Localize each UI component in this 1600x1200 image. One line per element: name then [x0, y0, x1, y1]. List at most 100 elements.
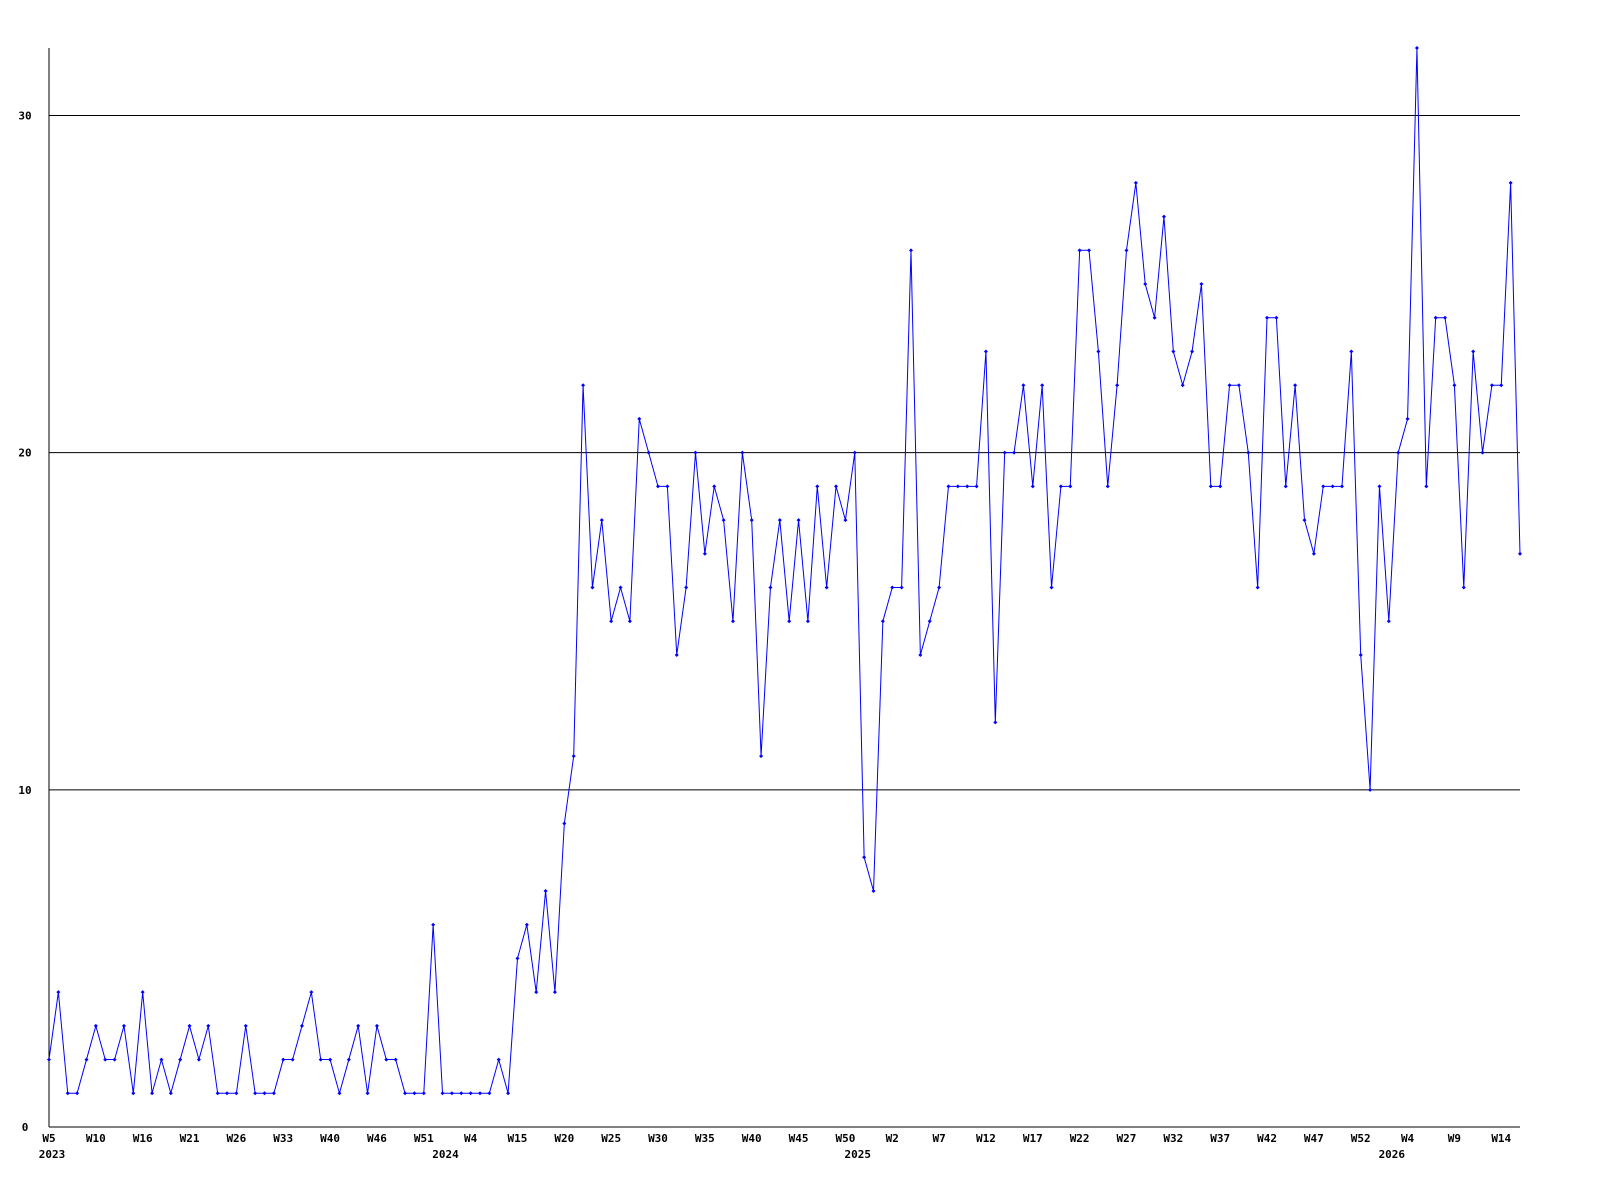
point [1255, 585, 1260, 590]
point [47, 1057, 51, 1062]
point [1518, 551, 1522, 556]
point [1433, 315, 1438, 320]
x-tick-label: W4 [1401, 1132, 1415, 1145]
point [824, 585, 829, 590]
point [927, 619, 932, 624]
point [1293, 383, 1298, 388]
point [862, 855, 867, 860]
point [1489, 383, 1494, 388]
point [459, 1091, 464, 1096]
point [965, 484, 970, 489]
point [515, 956, 520, 961]
point [721, 518, 726, 523]
point [674, 652, 679, 657]
point [1152, 315, 1157, 320]
point [1012, 450, 1017, 455]
point [852, 450, 857, 455]
point [299, 1023, 304, 1028]
point [834, 484, 839, 489]
x-tick-label: W15 [508, 1132, 528, 1145]
x-tick-label: W30 [648, 1132, 668, 1145]
x-tick-label: W42 [1257, 1132, 1277, 1145]
x-tick-label: W47 [1304, 1132, 1324, 1145]
point [93, 1023, 98, 1028]
point [1143, 282, 1148, 287]
x-tick-label: W26 [226, 1132, 246, 1145]
point [1368, 787, 1373, 792]
point [468, 1091, 473, 1096]
point [328, 1057, 333, 1062]
point [1171, 349, 1176, 354]
y-tick-label: 20 [18, 447, 31, 460]
point [187, 1023, 192, 1028]
point [225, 1091, 230, 1096]
point [1236, 383, 1241, 388]
point [1218, 484, 1223, 489]
point [656, 484, 661, 489]
x-tick-label: W46 [367, 1132, 387, 1145]
point [777, 518, 782, 523]
point [974, 484, 979, 489]
point [1349, 349, 1354, 354]
point [646, 450, 651, 455]
point [290, 1057, 295, 1062]
point [955, 484, 960, 489]
point [365, 1091, 370, 1096]
point [1386, 619, 1391, 624]
x-tick-label: W20 [554, 1132, 574, 1145]
point [524, 922, 529, 927]
point [796, 518, 801, 523]
point [206, 1023, 211, 1028]
year-label: 2025 [845, 1148, 872, 1161]
point [1443, 315, 1448, 320]
point [637, 416, 642, 421]
point [1068, 484, 1073, 489]
point [880, 619, 885, 624]
x-tick-label: W7 [932, 1132, 945, 1145]
point [196, 1057, 201, 1062]
point [1471, 349, 1476, 354]
point [1105, 484, 1110, 489]
x-tick-label: W50 [835, 1132, 855, 1145]
point [384, 1057, 389, 1062]
point [1096, 349, 1101, 354]
point [421, 1091, 426, 1096]
point [1461, 585, 1466, 590]
point [281, 1057, 286, 1062]
point [440, 1091, 445, 1096]
point [215, 1091, 220, 1096]
point [262, 1091, 267, 1096]
point [168, 1091, 173, 1096]
point [403, 1091, 408, 1096]
point [234, 1091, 239, 1096]
x-tick-label: W40 [742, 1132, 762, 1145]
point [609, 619, 614, 624]
x-tick-label: W52 [1351, 1132, 1371, 1145]
point [1452, 383, 1457, 388]
point [693, 450, 698, 455]
line [48, 47, 1521, 1096]
point [1396, 450, 1401, 455]
year-label: 2026 [1379, 1148, 1406, 1161]
point [749, 518, 754, 523]
point [1124, 248, 1129, 253]
point [337, 1091, 342, 1096]
point [506, 1091, 511, 1096]
point [627, 619, 632, 624]
point [805, 619, 810, 624]
point [150, 1091, 155, 1096]
point [431, 922, 436, 927]
point [1377, 484, 1382, 489]
point [374, 1023, 379, 1028]
point [890, 585, 895, 590]
point [1321, 484, 1326, 489]
point [1133, 180, 1138, 185]
point [487, 1091, 492, 1096]
point [1405, 416, 1410, 421]
point [712, 484, 717, 489]
point [684, 585, 689, 590]
x-tick-label: W22 [1070, 1132, 1090, 1145]
x-tick-label: W25 [601, 1132, 621, 1145]
x-tick-label: W17 [1023, 1132, 1043, 1145]
point [1302, 518, 1307, 523]
